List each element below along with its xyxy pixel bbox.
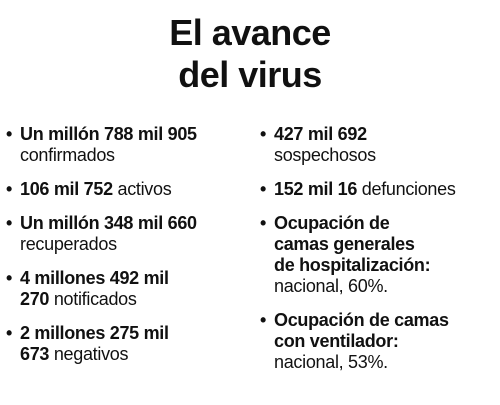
bullet-icon: •	[260, 213, 267, 233]
stat-heading-3: de hospitalización:	[274, 255, 431, 275]
headline-line-1: El avance	[169, 12, 331, 53]
stat-value: 4 millones 492 mil	[20, 268, 169, 288]
bullet-icon: •	[6, 124, 13, 144]
bullet-icon: •	[6, 268, 13, 288]
bullet-icon: •	[6, 213, 13, 233]
bullet-icon: •	[260, 179, 267, 199]
headline: El avance del virus	[0, 12, 500, 96]
headline-line-2: del virus	[178, 54, 322, 95]
stat-value-cont: 270	[20, 289, 50, 309]
stat-notified: • 4 millones 492 mil 270 notificados	[6, 268, 256, 310]
stat-recovered: • Un millón 348 mil 660 recuperados	[6, 213, 256, 255]
stat-suspected: • 427 mil 692 sospechosos	[260, 124, 500, 166]
stat-heading-1: Ocupación de	[274, 213, 390, 233]
stat-label: notificados	[49, 289, 137, 309]
stat-general-beds: • Ocupación de camas generales de hospit…	[260, 213, 500, 297]
stat-label: confirmados	[20, 145, 115, 165]
stat-heading-2: camas generales	[274, 234, 415, 254]
stat-active: • 106 mil 752 activos	[6, 179, 256, 200]
stat-value: 427 mil 692	[274, 124, 367, 144]
bullet-icon: •	[260, 124, 267, 144]
stat-value: Un millón 788 mil 905	[20, 124, 197, 144]
stat-label: nacional, 60%.	[274, 276, 388, 296]
stat-value: 106 mil 752	[20, 179, 113, 199]
stat-deaths: • 152 mil 16 defunciones	[260, 179, 500, 200]
stat-ventilator-beds: • Ocupación de camas con ventilador: nac…	[260, 310, 500, 373]
stat-heading-2: con ventilador:	[274, 331, 399, 351]
bullet-icon: •	[6, 323, 13, 343]
stat-value-cont: 673	[20, 344, 50, 364]
bullet-icon: •	[260, 310, 267, 330]
stat-label: sospechosos	[274, 145, 376, 165]
stat-label: activos	[112, 179, 172, 199]
stat-label: defunciones	[357, 179, 456, 199]
stat-label: recuperados	[20, 234, 117, 254]
stat-label: negativos	[49, 344, 129, 364]
stat-negative: • 2 millones 275 mil 673 negativos	[6, 323, 256, 365]
left-column: • Un millón 788 mil 905 confirmados • 10…	[6, 124, 256, 378]
stat-value: 152 mil 16	[274, 179, 358, 199]
stat-value: Un millón 348 mil 660	[20, 213, 197, 233]
right-column: • 427 mil 692 sospechosos • 152 mil 16 d…	[260, 124, 500, 386]
stat-value: 2 millones 275 mil	[20, 323, 169, 343]
stat-heading-1: Ocupación de camas	[274, 310, 449, 330]
stat-label: nacional, 53%.	[274, 352, 388, 372]
stat-confirmed: • Un millón 788 mil 905 confirmados	[6, 124, 256, 166]
bullet-icon: •	[6, 179, 13, 199]
